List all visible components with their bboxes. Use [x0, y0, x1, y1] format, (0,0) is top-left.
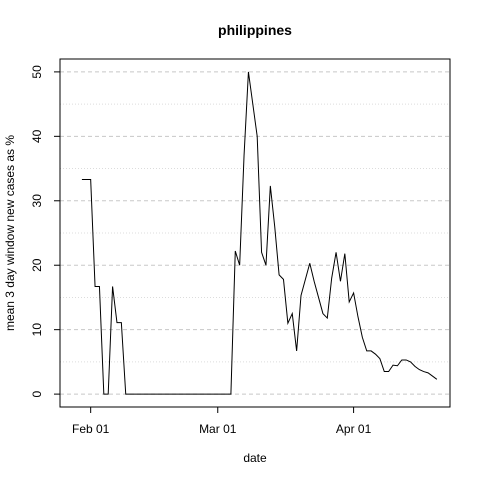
x-tick-label: Mar 01 — [199, 422, 237, 436]
series-layer — [81, 71, 438, 395]
y-tick-label: 10 — [30, 323, 44, 337]
x-axis: Feb 01 Mar 01 Apr 01 — [72, 407, 372, 436]
x-axis-label: date — [243, 451, 267, 465]
y-tick-label: 30 — [30, 194, 44, 208]
x-tick-label: Apr 01 — [336, 422, 372, 436]
y-tick-label: 0 — [30, 390, 44, 397]
y-tick-label: 50 — [30, 65, 44, 79]
y-tick-label: 40 — [30, 129, 44, 143]
plot-frame — [59, 58, 451, 408]
x-tick-label: Feb 01 — [72, 422, 110, 436]
chart-title: philippines — [218, 22, 292, 38]
grid — [60, 71, 450, 395]
y-tick-label: 20 — [30, 258, 44, 272]
series-line-0 — [81, 71, 438, 395]
y-axis-label: mean 3 day window new cases as % — [3, 135, 17, 331]
y-axis: 0 10 20 30 40 50 — [30, 65, 60, 397]
